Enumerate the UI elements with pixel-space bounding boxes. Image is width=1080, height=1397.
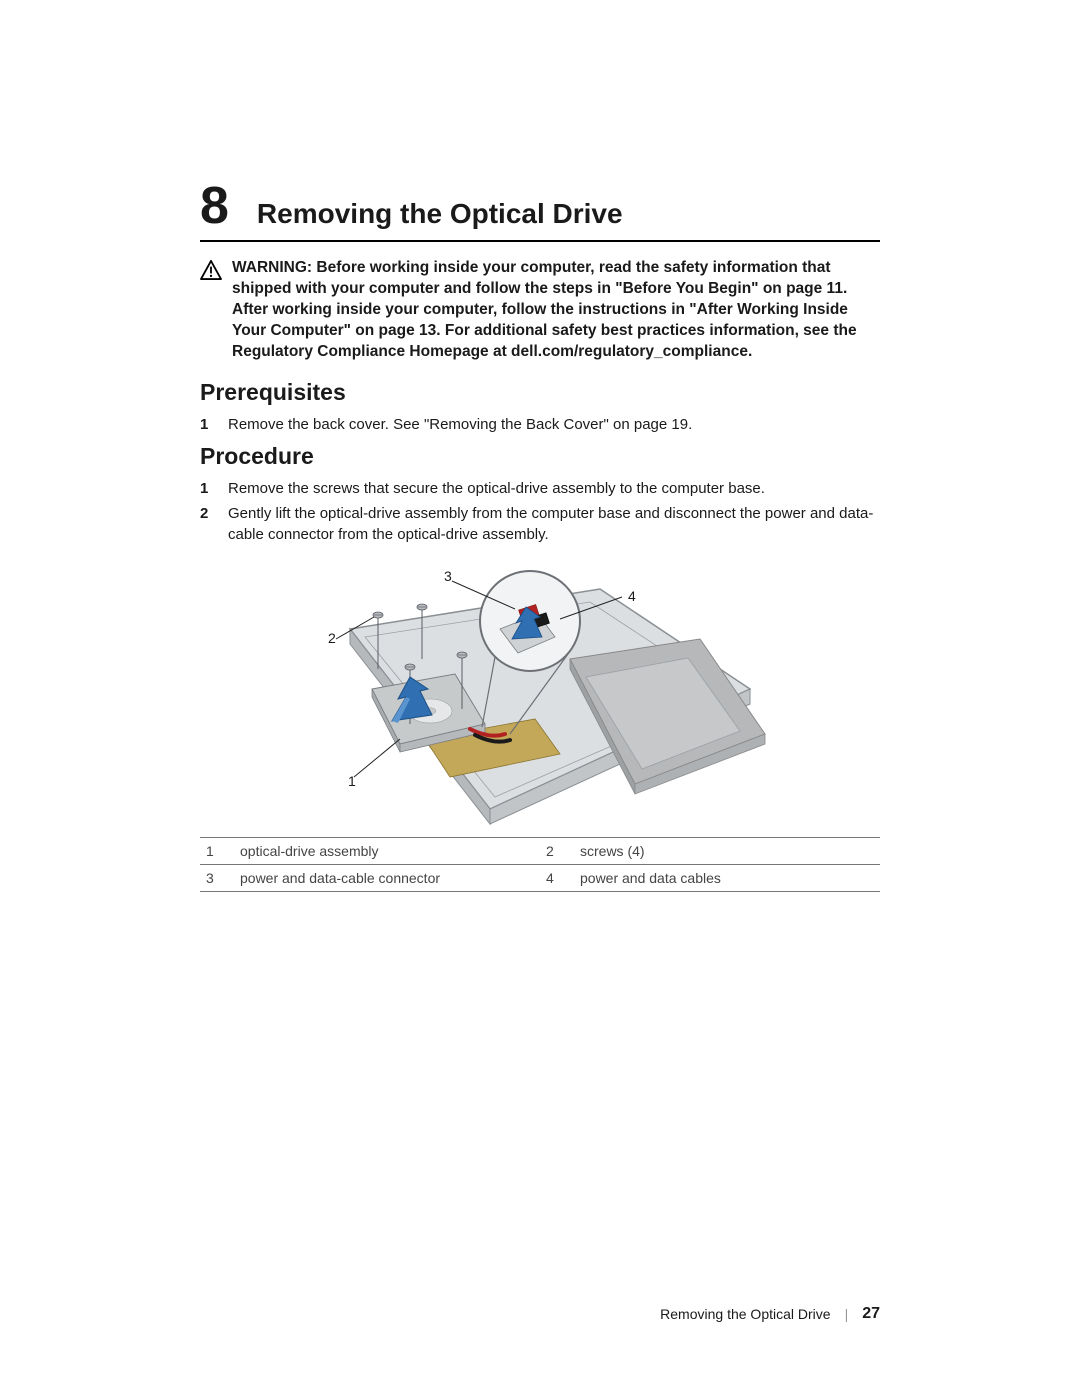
callout-label-2: 2 <box>328 630 336 646</box>
chapter-header: 8 Removing the Optical Drive <box>200 180 880 232</box>
step-number: 1 <box>200 478 210 499</box>
footer-separator: | <box>845 1306 849 1322</box>
header-rule <box>200 240 880 242</box>
prerequisites-list: 1 Remove the back cover. See "Removing t… <box>200 414 880 435</box>
callout-label-3: 3 <box>444 568 452 584</box>
chapter-number: 8 <box>200 180 229 232</box>
warning-block: WARNING: Before working inside your comp… <box>200 258 880 363</box>
step-text: Remove the screws that secure the optica… <box>228 478 880 499</box>
figure-diagram: 1 2 3 4 <box>270 559 810 829</box>
legend-label: power and data cables <box>574 864 880 891</box>
warning-body: Before working inside your computer, rea… <box>232 259 857 360</box>
step-number: 1 <box>200 414 210 435</box>
figure-area: 1 2 3 4 <box>200 559 880 829</box>
procedure-heading: Procedure <box>200 443 880 470</box>
list-item: 2 Gently lift the optical-drive assembly… <box>200 503 880 545</box>
figure-legend-table: 1 optical-drive assembly 2 screws (4) 3 … <box>200 837 880 892</box>
footer-page-number: 27 <box>862 1305 880 1323</box>
prerequisites-heading: Prerequisites <box>200 379 880 406</box>
step-number: 2 <box>200 503 210 545</box>
legend-num: 2 <box>540 837 574 864</box>
table-row: 1 optical-drive assembly 2 screws (4) <box>200 837 880 864</box>
legend-label: power and data-cable connector <box>234 864 540 891</box>
callout-label-4: 4 <box>628 588 636 604</box>
page-footer: Removing the Optical Drive | 27 <box>660 1305 880 1323</box>
table-row: 3 power and data-cable connector 4 power… <box>200 864 880 891</box>
page-container: 8 Removing the Optical Drive WARNING: Be… <box>0 0 1080 1397</box>
legend-label: optical-drive assembly <box>234 837 540 864</box>
footer-title: Removing the Optical Drive <box>660 1306 830 1322</box>
legend-num: 1 <box>200 837 234 864</box>
list-item: 1 Remove the back cover. See "Removing t… <box>200 414 880 435</box>
callout-label-1: 1 <box>348 773 356 789</box>
warning-triangle-icon <box>200 260 222 280</box>
list-item: 1 Remove the screws that secure the opti… <box>200 478 880 499</box>
legend-label: screws (4) <box>574 837 880 864</box>
step-text: Gently lift the optical-drive assembly f… <box>228 503 880 545</box>
warning-label: WARNING: <box>232 259 312 276</box>
warning-text: WARNING: Before working inside your comp… <box>232 258 880 363</box>
procedure-list: 1 Remove the screws that secure the opti… <box>200 478 880 545</box>
legend-num: 4 <box>540 864 574 891</box>
legend-num: 3 <box>200 864 234 891</box>
step-text: Remove the back cover. See "Removing the… <box>228 414 880 435</box>
chapter-title: Removing the Optical Drive <box>257 198 623 230</box>
